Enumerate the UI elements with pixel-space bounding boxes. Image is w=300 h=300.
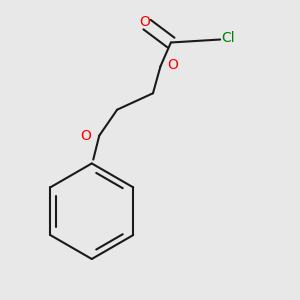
Text: O: O xyxy=(168,58,178,73)
Text: O: O xyxy=(139,15,150,29)
Text: O: O xyxy=(80,129,91,143)
Text: Cl: Cl xyxy=(222,31,235,45)
